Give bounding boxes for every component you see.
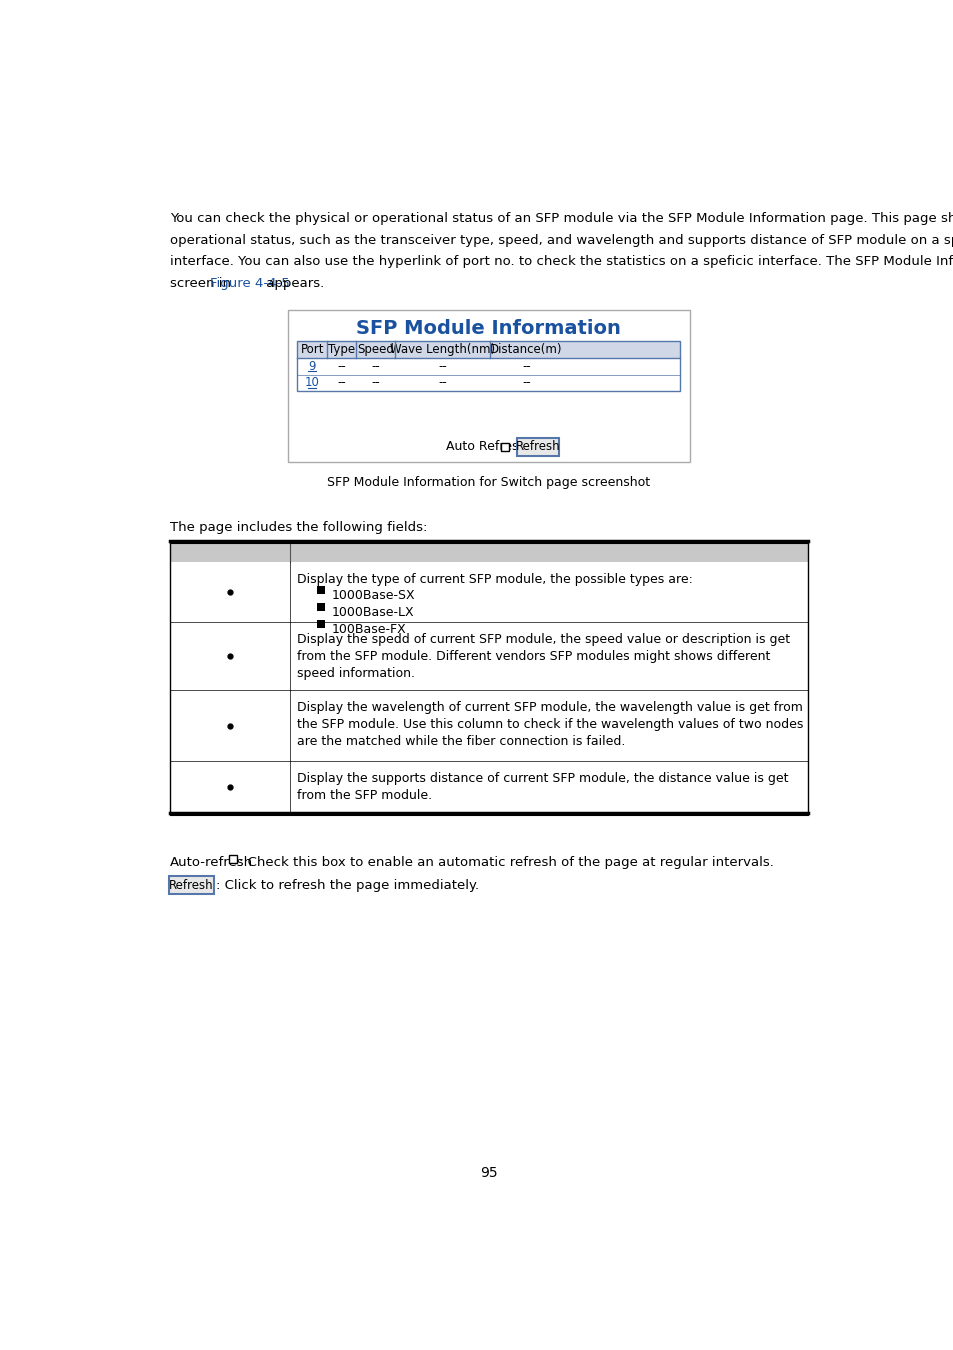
Text: --: --: [521, 359, 530, 373]
Text: 100Base-FX: 100Base-FX: [332, 624, 406, 636]
Text: SFP Module Information for Switch page screenshot: SFP Module Information for Switch page s…: [327, 477, 650, 489]
Text: Auto-refresh: Auto-refresh: [170, 856, 253, 869]
Text: --: --: [437, 377, 446, 390]
Text: 9: 9: [308, 359, 315, 373]
Text: --: --: [337, 377, 346, 390]
Bar: [170, 541, 807, 563]
Bar: [170, 690, 807, 761]
Text: 95: 95: [479, 1166, 497, 1180]
FancyBboxPatch shape: [169, 876, 213, 894]
Text: Display the type of current SFP module, the possible types are:: Display the type of current SFP module, …: [297, 574, 693, 586]
Text: Display the spedd of current SFP module, the speed value or description is get: Display the spedd of current SFP module,…: [297, 633, 790, 647]
Text: appears.: appears.: [261, 277, 324, 290]
Text: 1000Base-LX: 1000Base-LX: [332, 606, 414, 620]
Text: Distance(m): Distance(m): [490, 343, 562, 355]
Bar: [316, 620, 324, 628]
Text: --: --: [371, 359, 379, 373]
Text: interface. You can also use the hyperlink of port no. to check the statistics on: interface. You can also use the hyperlin…: [170, 255, 953, 269]
Text: Wave Length(nm): Wave Length(nm): [390, 343, 495, 355]
Text: Display the wavelength of current SFP module, the wavelength value is get from: Display the wavelength of current SFP mo…: [297, 701, 802, 714]
Text: Type: Type: [328, 343, 355, 355]
Bar: [288, 310, 689, 462]
Bar: [316, 586, 324, 594]
Text: Speed: Speed: [357, 343, 394, 355]
Text: SFP Module Information: SFP Module Information: [356, 319, 620, 338]
Bar: [170, 563, 807, 622]
Text: The page includes the following fields:: The page includes the following fields:: [170, 521, 427, 533]
Text: operational status, such as the transceiver type, speed, and wavelength and supp: operational status, such as the transcei…: [170, 234, 953, 247]
Text: from the SFP module.: from the SFP module.: [297, 788, 432, 802]
Text: --: --: [521, 377, 530, 390]
Bar: [297, 340, 679, 391]
Text: the SFP module. Use this column to check if the wavelength values of two nodes: the SFP module. Use this column to check…: [297, 718, 803, 730]
Bar: [500, 443, 509, 451]
Text: from the SFP module. Different vendors SFP modules might shows different: from the SFP module. Different vendors S…: [297, 651, 770, 663]
FancyBboxPatch shape: [517, 437, 558, 456]
Text: Display the supports distance of current SFP module, the distance value is get: Display the supports distance of current…: [297, 772, 788, 784]
Bar: [297, 340, 679, 358]
Text: screen in: screen in: [170, 277, 234, 290]
Text: speed information.: speed information.: [297, 667, 416, 680]
Text: are the matched while the fiber connection is failed.: are the matched while the fiber connecti…: [297, 734, 625, 748]
Text: --: --: [437, 359, 446, 373]
Text: Refresh: Refresh: [169, 879, 213, 891]
Text: Auto Refresh: Auto Refresh: [446, 440, 526, 454]
Text: : Click to refresh the page immediately.: : Click to refresh the page immediately.: [216, 879, 478, 891]
Text: : Check this box to enable an automatic refresh of the page at regular intervals: : Check this box to enable an automatic …: [239, 856, 774, 869]
Bar: [229, 855, 236, 864]
Text: Refresh: Refresh: [515, 440, 559, 454]
Text: 1000Base-SX: 1000Base-SX: [332, 590, 415, 602]
Text: Port: Port: [300, 343, 324, 355]
Text: --: --: [337, 359, 346, 373]
Text: You can check the physical or operational status of an SFP module via the SFP Mo: You can check the physical or operationa…: [170, 212, 953, 225]
Text: --: --: [371, 377, 379, 390]
Text: 10: 10: [304, 377, 319, 390]
Text: Figure 4-4-5: Figure 4-4-5: [210, 277, 290, 290]
Bar: [316, 603, 324, 612]
Bar: [170, 622, 807, 690]
Bar: [170, 761, 807, 814]
